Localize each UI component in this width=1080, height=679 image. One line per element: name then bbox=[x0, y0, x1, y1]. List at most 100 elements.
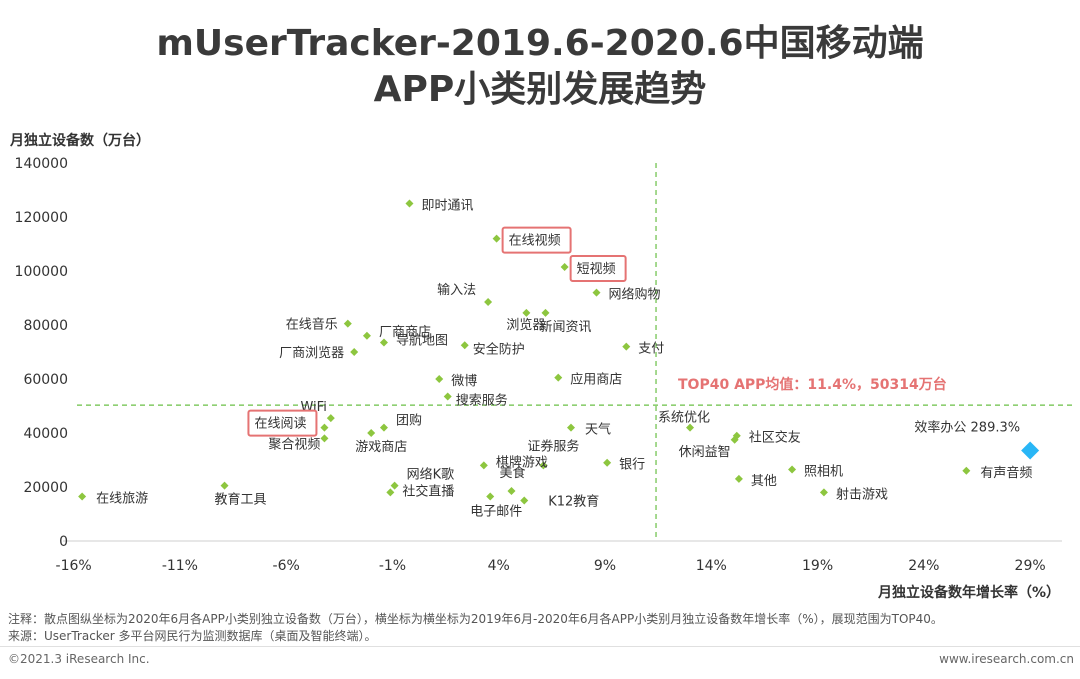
data-point bbox=[686, 423, 695, 432]
data-point bbox=[343, 319, 352, 328]
point-label: 效率办公 289.3% bbox=[914, 420, 1020, 436]
data-point bbox=[320, 423, 329, 432]
point-label: 即时通讯 bbox=[421, 199, 473, 214]
data-point bbox=[362, 331, 371, 340]
y-tick-label: 80000 bbox=[23, 318, 68, 334]
data-point bbox=[734, 474, 743, 483]
y-tick-label: 20000 bbox=[23, 480, 68, 496]
point-label: 证券服务 bbox=[527, 438, 579, 454]
x-tick-label: -1% bbox=[379, 558, 406, 574]
point-label: 社区交友 bbox=[749, 430, 801, 446]
data-point bbox=[386, 488, 395, 497]
point-label: 厂商浏览器 bbox=[279, 345, 344, 361]
point-label: 在线视频 bbox=[509, 234, 561, 249]
data-point bbox=[367, 429, 376, 437]
point-label: 微博 bbox=[451, 374, 477, 389]
point-label: 网络购物 bbox=[609, 287, 661, 303]
point-label: 支付 bbox=[638, 342, 664, 357]
point-label: 输入法 bbox=[437, 282, 476, 298]
point-label: 应用商店 bbox=[570, 372, 622, 388]
point-label: 电子邮件 bbox=[470, 504, 522, 519]
data-point bbox=[962, 466, 971, 475]
chart-note: 注释：散点图纵坐标为2020年6月各APP小类别独立设备数（万台），横坐标为横坐… bbox=[8, 612, 943, 626]
average-label: TOP40 APP均值：11.4%，50314万台 bbox=[678, 376, 947, 393]
point-label: 浏览器 bbox=[506, 317, 545, 333]
data-point bbox=[220, 481, 229, 490]
data-point bbox=[520, 496, 529, 505]
data-point bbox=[507, 487, 516, 496]
data-point bbox=[567, 423, 576, 432]
data-point bbox=[379, 338, 388, 347]
y-tick-label: 100000 bbox=[15, 264, 68, 280]
point-label: 在线阅读 bbox=[254, 417, 306, 432]
data-point bbox=[730, 435, 739, 444]
point-label: 美食 bbox=[499, 465, 525, 481]
x-tick-label: 4% bbox=[488, 558, 510, 574]
x-tick-label: 29% bbox=[1015, 558, 1046, 574]
chart-title-line2: APP小类别发展趋势 bbox=[373, 69, 707, 110]
point-label: 搜索服务 bbox=[456, 393, 508, 409]
point-label: 社交直播 bbox=[402, 483, 454, 499]
data-point bbox=[541, 308, 550, 317]
point-label: 教育工具 bbox=[215, 492, 267, 508]
data-point bbox=[788, 465, 797, 474]
point-label: 导航地图 bbox=[396, 333, 448, 349]
point-label: 银行 bbox=[619, 458, 645, 473]
data-point bbox=[592, 288, 601, 297]
point-label: 团购 bbox=[396, 413, 422, 429]
copyright: ©2021.3 iResearch Inc. bbox=[8, 652, 150, 666]
data-point bbox=[390, 481, 399, 490]
footer-divider bbox=[0, 646, 1080, 647]
data-point bbox=[326, 414, 335, 423]
data-point bbox=[819, 488, 828, 497]
point-label: 厂商商店 bbox=[379, 325, 431, 340]
x-tick-label: 14% bbox=[696, 558, 727, 574]
y-tick-label: 140000 bbox=[15, 156, 68, 172]
point-label: 在线旅游 bbox=[96, 491, 148, 506]
x-tick-label: 19% bbox=[802, 558, 833, 574]
data-point bbox=[622, 342, 631, 351]
point-label: 照相机 bbox=[804, 464, 843, 479]
data-point bbox=[320, 434, 329, 443]
point-label: WiFi bbox=[300, 400, 326, 415]
data-point bbox=[350, 348, 359, 356]
scatter-chart: 月独立设备数（万台） 0 20000 40000 60000 80000 100000 120… bbox=[9, 132, 1072, 601]
data-point bbox=[405, 199, 414, 208]
data-point-outlier bbox=[1021, 441, 1040, 460]
data-point bbox=[603, 458, 612, 467]
y-axis-label: 月独立设备数（万台） bbox=[9, 132, 150, 149]
point-label: 射击游戏 bbox=[836, 486, 888, 502]
data-point bbox=[460, 341, 469, 350]
y-tick-label: 120000 bbox=[15, 210, 68, 226]
data-point bbox=[486, 492, 495, 501]
point-label: 在线音乐 bbox=[286, 317, 338, 333]
data-point bbox=[479, 461, 488, 470]
highlight-box bbox=[501, 226, 572, 254]
y-tick-label: 60000 bbox=[23, 372, 68, 388]
point-label: 有声音频 bbox=[980, 465, 1032, 481]
x-axis-label: 月独立设备数年增长率（%） bbox=[877, 584, 1060, 601]
point-label: 游戏商店 bbox=[355, 440, 407, 455]
data-point bbox=[435, 375, 444, 383]
point-label: K12教育 bbox=[548, 494, 599, 510]
point-label: 休闲益智 bbox=[679, 445, 731, 460]
point-label: 短视频 bbox=[577, 262, 616, 277]
data-point bbox=[554, 373, 563, 382]
x-tick-label: 9% bbox=[594, 558, 616, 574]
point-label: 网络K歌 bbox=[407, 467, 455, 483]
data-point bbox=[443, 392, 452, 401]
data-point bbox=[539, 461, 548, 470]
chart-source: 来源：UserTracker 多平台网民行为监测数据库（桌面及智能终端）。 bbox=[8, 629, 377, 643]
data-point bbox=[379, 423, 388, 432]
chart-title-line1: mUserTracker-2019.6-2020.6中国移动端 bbox=[156, 23, 924, 64]
x-tick-label: -11% bbox=[162, 558, 198, 574]
website-link[interactable]: www.iresearch.com.cn bbox=[939, 652, 1074, 666]
data-point bbox=[560, 262, 569, 271]
point-label: 聚合视频 bbox=[268, 437, 320, 452]
x-tick-label: 24% bbox=[908, 558, 939, 574]
x-tick-label: -16% bbox=[56, 558, 92, 574]
point-label: 新闻资讯 bbox=[539, 319, 591, 335]
point-label: 其他 bbox=[751, 474, 777, 489]
highlight-box bbox=[569, 254, 627, 282]
point-label: 系统优化 bbox=[658, 411, 710, 426]
